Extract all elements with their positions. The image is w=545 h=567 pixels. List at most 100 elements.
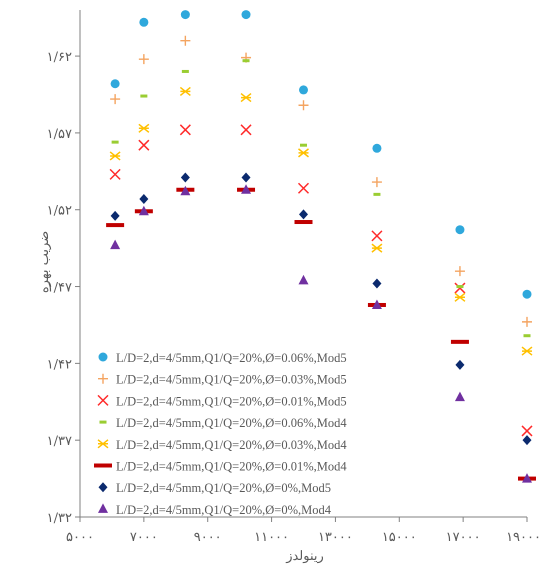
legend-label: L/D=2,d=4/5mm,Q1/Q=20%,Ø=0.03%,Mod4 bbox=[116, 438, 347, 452]
legend-label: L/D=2,d=4/5mm,Q1/Q=20%,Ø=0.01%,Mod5 bbox=[116, 394, 347, 408]
tick-labels: ۱/۳۲ ۱/۳۷ ۱/۴۲ ۱/۴۷ ۱/۵۲ ۱/۵۷ ۱/۶۲ ۵۰۰۰ ۷۰۰۰ ۹۰۰۰… bbox=[47, 50, 541, 545]
data-point bbox=[181, 69, 189, 73]
y-axis-title: ضریب بهره bbox=[37, 231, 52, 293]
data-point bbox=[110, 239, 121, 250]
legend-label: L/D=2,d=4/5mm,Q1/Q=20%,Ø=0%,Mod4 bbox=[116, 503, 332, 517]
data-point bbox=[138, 123, 150, 133]
y-tick-label: ۱/۳۲ bbox=[47, 511, 72, 526]
data-point bbox=[298, 100, 309, 111]
legend-label: L/D=2,d=4/5mm,Q1/Q=20%,Ø=0.01%,Mod4 bbox=[116, 460, 347, 474]
series-6 bbox=[106, 187, 536, 481]
data-point bbox=[110, 94, 121, 105]
data-points bbox=[106, 10, 536, 483]
data-point bbox=[242, 59, 250, 63]
data-point bbox=[179, 86, 191, 97]
data-point bbox=[138, 139, 150, 151]
series-5 bbox=[109, 86, 533, 356]
x-tick-label: ۹۰۰۰ bbox=[194, 530, 222, 545]
data-point bbox=[294, 220, 313, 225]
x-tick-label: ۱۹۰۰۰ bbox=[506, 530, 541, 545]
data-point bbox=[139, 17, 149, 27]
x-tick-label: ۱۳۰۰۰ bbox=[318, 530, 353, 545]
data-point bbox=[371, 230, 383, 242]
legend-entry: L/D=2,d=4/5mm,Q1/Q=20%,Ø=0.03%,Mod4 bbox=[97, 438, 347, 452]
legend-entry: L/D=2,d=4/5mm,Q1/Q=20%,Ø=0.01%,Mod4 bbox=[94, 460, 347, 474]
legend-marker bbox=[99, 420, 107, 424]
data-point bbox=[180, 10, 190, 20]
series-8 bbox=[110, 184, 532, 483]
data-point bbox=[240, 124, 252, 136]
y-tick-label: ۱/۴۲ bbox=[47, 357, 72, 372]
data-point bbox=[300, 143, 307, 147]
legend-entry: L/D=2,d=4/5mm,Q1/Q=20%,Ø=0%,Mod4 bbox=[98, 503, 332, 517]
data-point bbox=[373, 192, 381, 196]
legend-label: L/D=2,d=4/5mm,Q1/Q=20%,Ø=0.03%,Mod5 bbox=[116, 373, 347, 387]
data-point bbox=[241, 184, 252, 194]
data-point bbox=[456, 285, 464, 289]
data-point bbox=[299, 209, 308, 220]
data-point bbox=[297, 182, 310, 194]
legend-entry: L/D=2,d=4/5mm,Q1/Q=20%,Ø=0.03%,Mod5 bbox=[98, 373, 347, 387]
data-point bbox=[180, 35, 191, 46]
axes bbox=[79, 10, 527, 518]
data-point bbox=[180, 185, 191, 196]
legend-marker bbox=[94, 463, 112, 468]
legend-label: L/D=2,d=4/5mm,Q1/Q=20%,Ø=0%,Mod5 bbox=[116, 481, 331, 495]
data-point bbox=[372, 143, 382, 153]
series-3 bbox=[109, 124, 533, 437]
data-point bbox=[298, 274, 309, 285]
data-point bbox=[106, 223, 125, 228]
legend-marker bbox=[97, 439, 109, 449]
data-point bbox=[110, 210, 120, 221]
series-4 bbox=[111, 59, 531, 338]
y-tick-label: ۱/۵۷ bbox=[47, 127, 72, 142]
y-tick-label: ۱/۶۲ bbox=[47, 50, 72, 65]
data-point bbox=[179, 124, 191, 136]
x-tick-label: ۷۰۰۰ bbox=[130, 530, 158, 545]
x-tick-label: ۵۰۰۰ bbox=[66, 530, 94, 545]
legend-entry: L/D=2,d=4/5mm,Q1/Q=20%,Ø=0%,Mod5 bbox=[98, 481, 331, 495]
data-point bbox=[371, 243, 383, 253]
x-axis-title: رینولدز bbox=[285, 549, 324, 564]
data-point bbox=[521, 425, 533, 437]
data-point bbox=[180, 172, 190, 183]
y-tick-label: ۱/۴۷ bbox=[47, 281, 72, 296]
data-point bbox=[455, 225, 465, 235]
data-point bbox=[450, 339, 469, 344]
legend-label: L/D=2,d=4/5mm,Q1/Q=20%,Ø=0.06%,Mod5 bbox=[116, 351, 347, 365]
data-point bbox=[454, 282, 466, 294]
series-1 bbox=[110, 10, 532, 299]
data-point bbox=[138, 54, 149, 65]
data-point bbox=[522, 316, 532, 327]
legend: L/D=2,d=4/5mm,Q1/Q=20%,Ø=0.06%,Mod5 L/D=2… bbox=[94, 351, 347, 517]
data-point bbox=[110, 79, 120, 89]
series-7 bbox=[110, 172, 532, 446]
data-point bbox=[139, 193, 149, 204]
data-point bbox=[138, 205, 149, 216]
data-point bbox=[241, 10, 251, 20]
data-point bbox=[371, 177, 382, 188]
legend-label: L/D=2,d=4/5mm,Q1/Q=20%,Ø=0.06%,Mod4 bbox=[116, 416, 347, 430]
data-point bbox=[522, 435, 532, 446]
data-point bbox=[240, 92, 252, 103]
data-point bbox=[454, 292, 466, 302]
data-point bbox=[109, 168, 121, 180]
legend-entry: L/D=2,d=4/5mm,Q1/Q=20%,Ø=0.06%,Mod5 bbox=[98, 351, 347, 365]
data-point bbox=[455, 359, 465, 370]
y-tick-label: ۱/۵۲ bbox=[47, 204, 72, 219]
data-point bbox=[140, 94, 148, 98]
legend-marker bbox=[98, 482, 108, 493]
data-point bbox=[299, 85, 308, 95]
x-tick-label: ۱۷۰۰۰ bbox=[446, 530, 481, 545]
data-point bbox=[454, 391, 465, 402]
x-tick-label: ۱۵۰۰۰ bbox=[382, 530, 417, 545]
data-point bbox=[522, 473, 532, 483]
legend-marker bbox=[97, 394, 109, 406]
legend-marker bbox=[98, 503, 108, 513]
data-point bbox=[109, 151, 121, 161]
legend-marker bbox=[98, 373, 108, 384]
x-tick-label: ۱۱۰۰۰ bbox=[254, 530, 289, 545]
y-tick-label: ۱/۳۷ bbox=[47, 434, 72, 449]
legend-entry: L/D=2,d=4/5mm,Q1/Q=20%,Ø=0.01%,Mod5 bbox=[97, 394, 347, 408]
